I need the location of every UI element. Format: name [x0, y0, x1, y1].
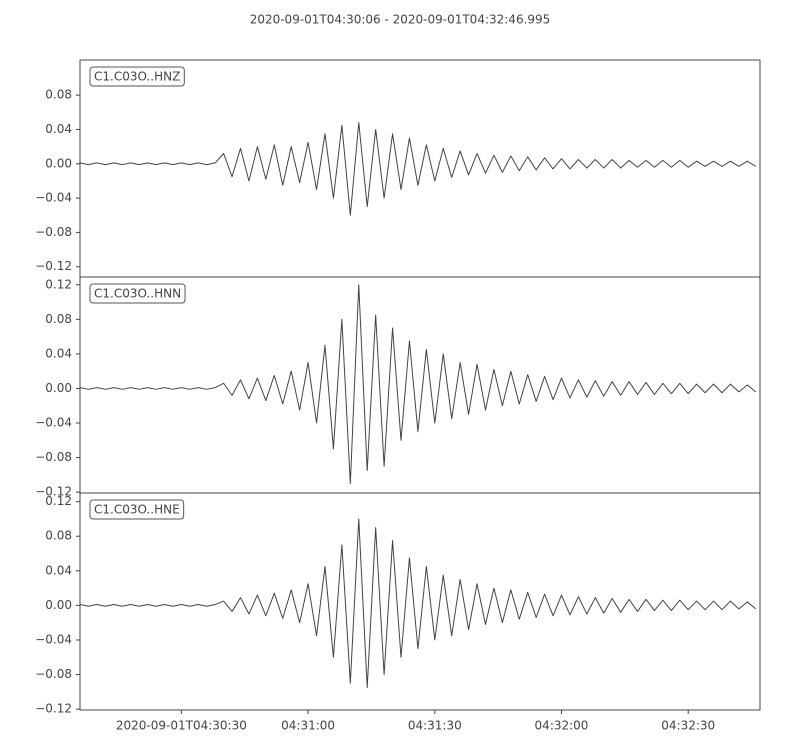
waveform	[79, 122, 757, 216]
y-tick-label: 0.08	[45, 312, 72, 326]
y-tick-label: −0.04	[35, 416, 72, 430]
y-tick-label: 0.00	[45, 598, 72, 612]
y-tick-label: 0.04	[45, 346, 72, 360]
y-tick-label: −0.12	[35, 702, 72, 716]
y-tick-label: 0.08	[45, 88, 72, 102]
y-tick-label: −0.08	[35, 450, 72, 464]
y-tick-label: −0.12	[35, 259, 72, 273]
y-tick-label: 0.04	[45, 563, 72, 577]
y-tick-label: −0.04	[35, 632, 72, 646]
y-tick-label: −0.08	[35, 667, 72, 681]
figure-title: 2020-09-01T04:30:06 - 2020-09-01T04:32:4…	[250, 13, 551, 27]
y-tick-label: 0.00	[45, 381, 72, 395]
y-tick-label: −0.08	[35, 225, 72, 239]
x-tick-label: 04:31:30	[408, 719, 462, 733]
legend-label: C1.C03O..HNN	[94, 287, 181, 301]
y-tick-label: 0.04	[45, 122, 72, 136]
y-tick-label: 0.00	[45, 156, 72, 170]
x-tick-label: 2020-09-01T04:30:30	[116, 719, 247, 733]
waveform	[79, 518, 757, 689]
legend-label: C1.C03O..HNE	[94, 503, 180, 517]
x-tick-label: 04:32:30	[661, 719, 715, 733]
x-tick-label: 04:32:00	[535, 719, 589, 733]
y-tick-label: −0.12	[35, 485, 72, 499]
legend-label: C1.C03O..HNZ	[94, 70, 180, 84]
y-tick-label: 0.08	[45, 529, 72, 543]
plot-frame	[79, 492, 761, 711]
legend-box	[89, 283, 186, 304]
legend-box	[89, 66, 185, 87]
legend-box	[89, 499, 185, 520]
y-tick-label: 0.12	[45, 494, 72, 508]
waveform	[79, 284, 757, 484]
y-tick-label: 0.12	[45, 277, 72, 291]
x-tick-label: 04:31:00	[281, 719, 335, 733]
y-tick-label: −0.04	[35, 191, 72, 205]
